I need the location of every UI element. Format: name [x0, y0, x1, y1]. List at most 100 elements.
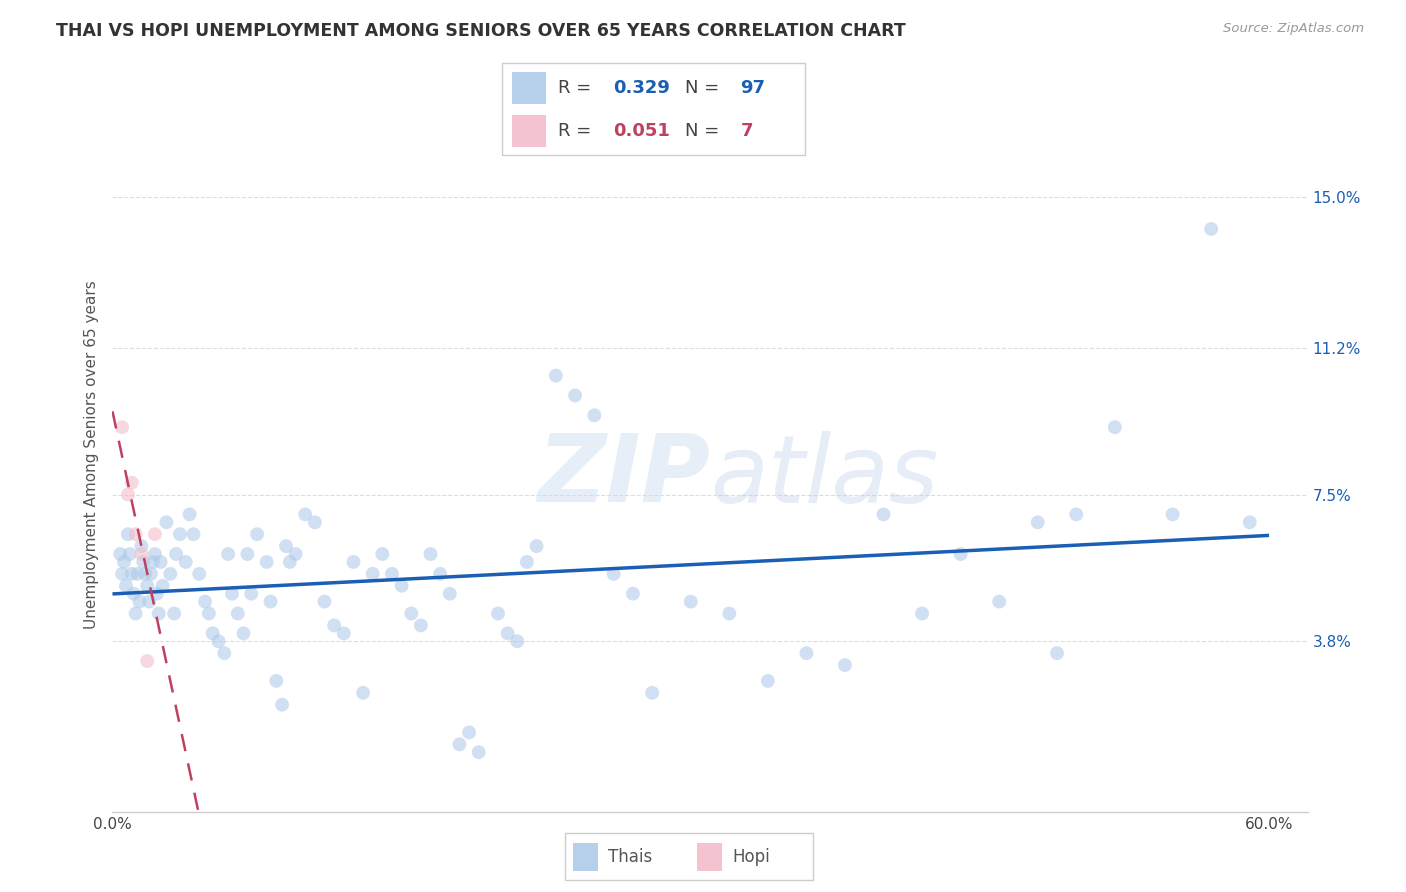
Point: [911, 607, 934, 621]
Point: [131, 539, 153, 553]
Text: N =: N =: [685, 122, 724, 140]
Point: [486, 607, 509, 621]
Point: [134, 566, 156, 581]
Point: [1064, 508, 1087, 522]
Point: [1161, 508, 1184, 522]
Point: [796, 646, 818, 660]
Point: [294, 508, 316, 522]
Text: Source: ZipAtlas.com: Source: ZipAtlas.com: [1223, 22, 1364, 36]
Point: [217, 547, 239, 561]
Point: [834, 658, 856, 673]
Point: [131, 547, 153, 561]
Text: R =: R =: [558, 122, 598, 140]
Point: [169, 527, 191, 541]
Point: [108, 547, 131, 561]
Text: ZIP: ZIP: [537, 430, 710, 523]
Point: [236, 547, 259, 561]
Point: [121, 475, 143, 490]
Point: [544, 368, 567, 383]
Y-axis label: Unemployment Among Seniors over 65 years: Unemployment Among Seniors over 65 years: [83, 281, 98, 629]
Point: [198, 607, 221, 621]
Point: [128, 594, 150, 608]
Text: R =: R =: [558, 78, 598, 96]
Point: [1026, 516, 1049, 530]
Bar: [572, 843, 598, 871]
Point: [111, 420, 134, 434]
Point: [564, 388, 586, 402]
Point: [155, 516, 177, 530]
Point: [149, 555, 172, 569]
Point: [138, 594, 160, 608]
Point: [467, 745, 489, 759]
Point: [194, 594, 217, 608]
Point: [352, 686, 374, 700]
Point: [132, 555, 155, 569]
Point: [152, 579, 174, 593]
Point: [111, 566, 134, 581]
Point: [361, 566, 384, 581]
Point: [183, 527, 205, 541]
Point: [142, 555, 165, 569]
Point: [165, 547, 187, 561]
Point: [496, 626, 519, 640]
Point: [516, 555, 538, 569]
Point: [139, 566, 162, 581]
Point: [872, 508, 894, 522]
Bar: [696, 843, 721, 871]
Point: [756, 673, 779, 688]
Point: [718, 607, 741, 621]
Point: [240, 587, 263, 601]
Text: Hopi: Hopi: [733, 847, 769, 866]
Point: [409, 618, 432, 632]
Point: [1046, 646, 1069, 660]
Point: [506, 634, 529, 648]
Point: [118, 547, 141, 561]
Point: [115, 579, 138, 593]
Point: [429, 566, 451, 581]
Point: [122, 587, 145, 601]
Point: [117, 527, 139, 541]
Point: [314, 594, 336, 608]
Point: [274, 539, 297, 553]
Point: [323, 618, 346, 632]
Point: [124, 607, 146, 621]
Text: THAI VS HOPI UNEMPLOYMENT AMONG SENIORS OVER 65 YEARS CORRELATION CHART: THAI VS HOPI UNEMPLOYMENT AMONG SENIORS …: [56, 22, 905, 40]
Point: [342, 555, 364, 569]
Point: [1199, 222, 1222, 236]
Point: [526, 539, 548, 553]
Point: [988, 594, 1011, 608]
Point: [439, 587, 461, 601]
Point: [266, 673, 288, 688]
Point: [148, 607, 170, 621]
Point: [1239, 516, 1261, 530]
Text: 0.329: 0.329: [613, 78, 671, 96]
Point: [304, 516, 326, 530]
Point: [256, 555, 278, 569]
Point: [278, 555, 301, 569]
Point: [221, 587, 243, 601]
Point: [391, 579, 413, 593]
Point: [143, 527, 166, 541]
Point: [371, 547, 394, 561]
Text: 7: 7: [741, 122, 752, 140]
Point: [419, 547, 441, 561]
Point: [679, 594, 702, 608]
Point: [284, 547, 307, 561]
Point: [246, 527, 269, 541]
Bar: [512, 115, 546, 147]
Point: [207, 634, 229, 648]
Point: [143, 547, 166, 561]
Point: [174, 555, 197, 569]
Point: [381, 566, 404, 581]
Point: [127, 566, 149, 581]
Point: [136, 579, 159, 593]
Bar: [512, 72, 546, 103]
Point: [271, 698, 294, 712]
Text: 97: 97: [741, 78, 765, 96]
Point: [621, 587, 644, 601]
Point: [214, 646, 236, 660]
Point: [1104, 420, 1126, 434]
Point: [232, 626, 254, 640]
Point: [179, 508, 201, 522]
Point: [159, 566, 181, 581]
